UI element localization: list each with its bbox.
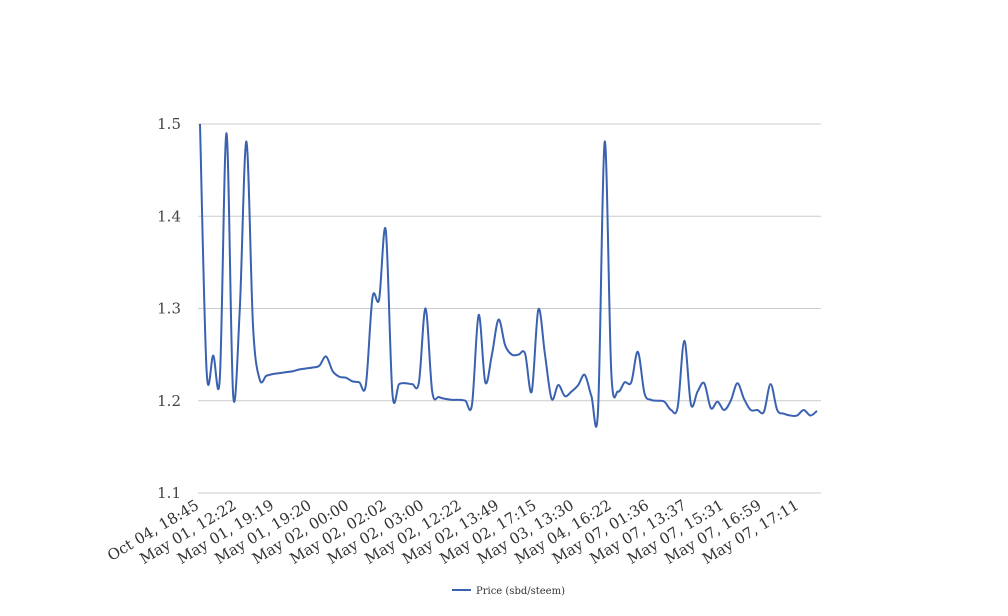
y-tick-label: 1.5 bbox=[157, 115, 181, 133]
series-layer bbox=[199, 123, 818, 428]
series-line-price bbox=[199, 123, 818, 428]
y-tick-label: 1.1 bbox=[157, 484, 181, 502]
legend-label: Price (sbd/steem) bbox=[476, 586, 565, 597]
y-axis-tick-labels: 1.1 1.2 1.3 1.4 1.5 bbox=[157, 115, 181, 502]
y-tick-label: 1.2 bbox=[157, 392, 181, 410]
gridlines bbox=[198, 123, 821, 494]
legend: Price (sbd/steem) bbox=[452, 586, 565, 597]
y-tick-label: 1.4 bbox=[157, 207, 181, 225]
y-tick-label: 1.3 bbox=[157, 300, 181, 318]
